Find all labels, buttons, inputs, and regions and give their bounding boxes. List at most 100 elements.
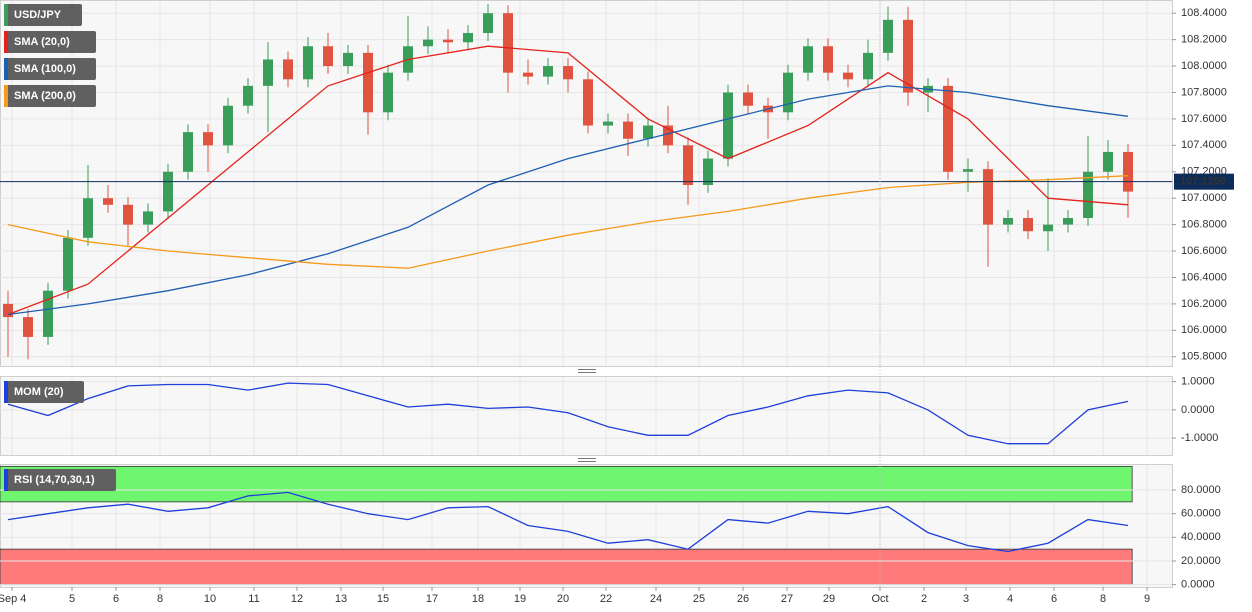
candle-body bbox=[143, 211, 153, 225]
rsi-band bbox=[0, 465, 1133, 503]
candle-body bbox=[503, 13, 513, 73]
x-tick-label: 3 bbox=[963, 593, 969, 605]
x-tick-label: 17 bbox=[426, 593, 438, 605]
candle-body bbox=[1083, 171, 1093, 219]
x-tick-label: 6 bbox=[1051, 593, 1057, 605]
splitter bbox=[578, 369, 596, 462]
candle-body bbox=[283, 59, 293, 80]
legend-box bbox=[4, 58, 96, 80]
candle-body bbox=[823, 46, 833, 73]
panel: 0.0000 20.0000 40.0000 60.0000 80.0000 RSI (1… bbox=[0, 465, 1221, 605]
y-tick-label: 0.0000 bbox=[1181, 404, 1215, 416]
candle-body bbox=[263, 59, 273, 86]
candle-body bbox=[863, 52, 873, 80]
legend-swatch bbox=[4, 4, 8, 26]
candle-body bbox=[643, 125, 653, 139]
candle-body bbox=[883, 19, 893, 53]
candle-body bbox=[123, 204, 133, 225]
candle-body bbox=[323, 46, 333, 67]
x-tick-label: 12 bbox=[291, 593, 303, 605]
candle-body bbox=[663, 125, 673, 146]
rsi-band bbox=[0, 548, 1133, 586]
x-tick-label: 11 bbox=[248, 593, 259, 605]
last-price-box bbox=[1174, 173, 1234, 190]
panel: 1.0000 0.0000 -1.0000 MOM (20) bbox=[0, 376, 1218, 455]
candle-body bbox=[443, 39, 453, 43]
candle-body bbox=[363, 52, 373, 113]
candle-body bbox=[423, 39, 433, 47]
x-tick-label: 9 bbox=[1144, 593, 1150, 605]
candle-body bbox=[603, 121, 613, 126]
price-panel bbox=[0, 0, 1173, 367]
legend-label: MOM (20) bbox=[14, 386, 64, 398]
legend-box bbox=[4, 31, 96, 53]
y-tick-label: 106.4000 bbox=[1181, 271, 1227, 283]
candle-body bbox=[843, 72, 853, 80]
y-tick-label: 108.0000 bbox=[1181, 60, 1227, 72]
y-tick-label: 106.8000 bbox=[1181, 219, 1227, 231]
candle-body bbox=[243, 85, 253, 106]
legend-swatch bbox=[4, 58, 8, 80]
y-tick-label: 108.2000 bbox=[1181, 34, 1227, 46]
line-series bbox=[7, 175, 1129, 269]
candle-body bbox=[163, 171, 173, 212]
candle-body bbox=[1003, 218, 1013, 225]
candle-body bbox=[3, 303, 13, 318]
x-tick-label: 6 bbox=[113, 593, 119, 605]
legend-swatch bbox=[4, 85, 8, 107]
y-tick-label: 106.2000 bbox=[1181, 298, 1227, 310]
legend-box bbox=[4, 85, 96, 107]
y-tick-label: 107.6000 bbox=[1181, 113, 1227, 125]
line-series bbox=[7, 45, 1129, 316]
candle-body bbox=[783, 72, 793, 113]
candle-body bbox=[983, 169, 993, 225]
line-series bbox=[7, 85, 1129, 316]
x-tick-label: 26 bbox=[737, 593, 749, 605]
candle-body bbox=[743, 92, 753, 106]
y-tick-label: 40.0000 bbox=[1181, 531, 1221, 543]
y-tick-label: 20.0000 bbox=[1181, 555, 1221, 567]
candle-body bbox=[903, 19, 913, 93]
candle-body bbox=[223, 105, 233, 146]
x-tick-label: 2 bbox=[921, 593, 927, 605]
last-price-label: 107.1250 bbox=[1180, 176, 1226, 188]
candle-body bbox=[103, 198, 113, 205]
x-tick-label: 18 bbox=[472, 593, 484, 605]
panel: 105.8000 106.0000 106.2000 106.4000 106.6000… bbox=[0, 1, 1234, 366]
legend-label: RSI (14,70,30,1) bbox=[14, 474, 95, 486]
legend-box bbox=[4, 469, 116, 491]
y-tick-label: 1.0000 bbox=[1181, 376, 1215, 388]
y-tick-label: 60.0000 bbox=[1181, 508, 1221, 520]
x-tick-label: 8 bbox=[1100, 593, 1106, 605]
candle-body bbox=[383, 72, 393, 113]
candle-body bbox=[563, 66, 573, 80]
mom-panel bbox=[0, 376, 1173, 456]
x-tick-label: Sep 4 bbox=[0, 593, 26, 605]
legend-swatch bbox=[4, 31, 8, 53]
legend-label: SMA (20,0) bbox=[14, 36, 70, 48]
candle-body bbox=[303, 46, 313, 80]
x-tick-label: 10 bbox=[204, 593, 216, 605]
y-tick-label: 80.0000 bbox=[1181, 484, 1221, 496]
candle-body bbox=[203, 132, 213, 146]
x-tick-label: Oct bbox=[871, 593, 888, 605]
candle-body bbox=[683, 145, 693, 185]
y-tick-label: 106.6000 bbox=[1181, 245, 1227, 257]
candle-body bbox=[1023, 218, 1033, 232]
y-tick-label: 107.0000 bbox=[1181, 192, 1227, 204]
candle-body bbox=[63, 237, 73, 291]
legend-swatch bbox=[4, 381, 8, 403]
x-tick-label: 24 bbox=[650, 593, 662, 605]
legend-box bbox=[4, 4, 82, 26]
candle-body bbox=[343, 52, 353, 67]
legend-label: SMA (200,0) bbox=[14, 90, 76, 102]
x-tick-label: 27 bbox=[781, 593, 793, 605]
candle-body bbox=[1123, 151, 1133, 192]
candle-body bbox=[23, 317, 33, 337]
legend-label: USD/JPY bbox=[14, 9, 62, 21]
candle-body bbox=[623, 121, 633, 139]
x-tick-label: 20 bbox=[557, 593, 569, 605]
x-tick-label: 8 bbox=[157, 593, 163, 605]
candle-body bbox=[943, 85, 953, 172]
